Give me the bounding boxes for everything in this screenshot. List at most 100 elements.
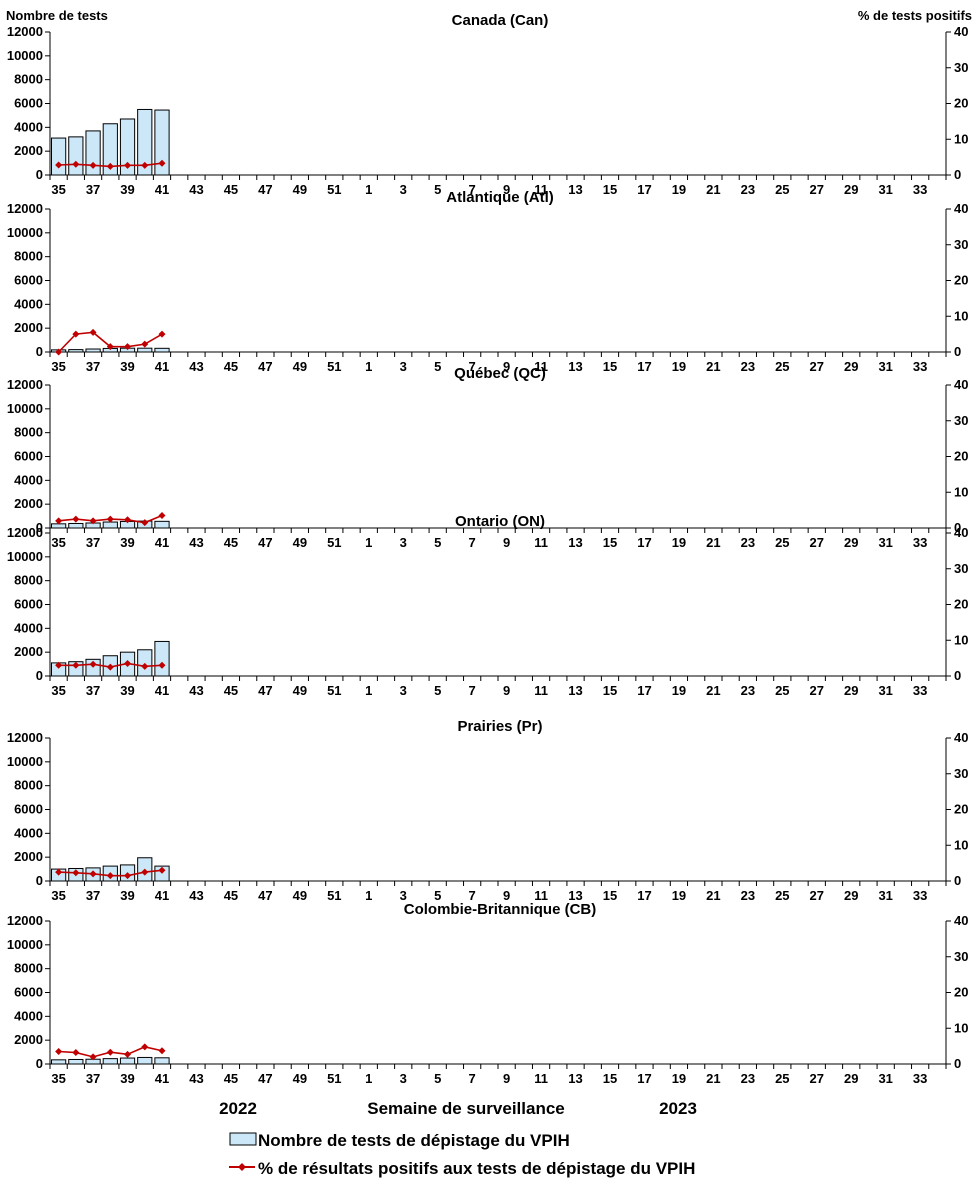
x-tick-label: 1: [365, 683, 372, 698]
x-tick-label: 41: [155, 182, 169, 197]
panel-5: Colombie-Britannique (CB) 0 2000 4000 6000 80…: [7, 901, 969, 1086]
point-week-36: [72, 330, 80, 338]
panel-title: Ontario (ON): [455, 513, 545, 530]
bar-week-40: [137, 347, 153, 353]
left-tick-label: 4000: [14, 472, 43, 487]
x-tick-label: 21: [706, 683, 720, 698]
x-tick-label: 9: [503, 535, 510, 550]
x-tick-label: 17: [637, 683, 651, 698]
x-tick-label: 49: [293, 888, 307, 903]
x-tick-label: 35: [51, 888, 65, 903]
x-tick-label: 17: [637, 535, 651, 550]
legend-bar-swatch: [229, 1132, 257, 1146]
right-tick-label: 40: [954, 913, 968, 928]
left-tick-label: 6000: [14, 273, 43, 288]
x-tick-label: 29: [844, 1071, 858, 1086]
x-tick-label: 23: [741, 359, 755, 374]
left-tick-label: 10000: [7, 401, 43, 416]
panel-0: Canada (Can) 0 2000 4000 6000 8000 10000 12000 0…: [7, 12, 969, 197]
x-tick-label: 39: [120, 359, 134, 374]
x-tick-label: 5: [434, 888, 441, 903]
x-tick-label: 19: [672, 182, 686, 197]
x-tick-label: 37: [86, 888, 100, 903]
x-tick-label: 1: [365, 359, 372, 374]
left-tick-label: 4000: [14, 1008, 43, 1023]
point-week-37: [89, 870, 97, 878]
x-tick-label: 43: [189, 1071, 203, 1086]
point-week-41: [158, 511, 166, 519]
x-tick-label: 19: [672, 1071, 686, 1086]
point-week-36: [72, 515, 80, 523]
point-week-36: [72, 661, 80, 669]
x-tick-label: 33: [913, 182, 927, 197]
right-tick-label: 20: [954, 273, 968, 288]
x-tick-label: 23: [741, 1071, 755, 1086]
x-tick-label: 51: [327, 888, 341, 903]
x-tick-label: 19: [672, 683, 686, 698]
x-tick-label: 3: [400, 359, 407, 374]
left-tick-label: 12000: [7, 730, 43, 745]
right-tick-label: 20: [954, 985, 968, 1000]
x-tick-label: 31: [878, 182, 892, 197]
x-tick-label: 19: [672, 535, 686, 550]
point-week-37: [89, 161, 97, 169]
left-tick-label: 12000: [7, 24, 43, 39]
x-tick-label: 13: [568, 1071, 582, 1086]
left-tick-label: 4000: [14, 119, 43, 134]
x-tick-label: 49: [293, 182, 307, 197]
left-tick-label: 10000: [7, 549, 43, 564]
x-tick-label: 25: [775, 1071, 789, 1086]
point-week-41: [158, 661, 166, 669]
panel-1: Atlantique (Atl)020004000600080001000012…: [7, 189, 969, 374]
right-tick-label: 40: [954, 201, 968, 216]
x-axis-title: Semaine de surveillance: [367, 1099, 565, 1118]
x-tick-label: 45: [224, 888, 238, 903]
x-tick-label: 45: [224, 182, 238, 197]
x-tick-label: 13: [568, 359, 582, 374]
left-tick-label: 10000: [7, 48, 43, 63]
x-tick-label: 35: [51, 1071, 65, 1086]
right-tick-label: 0: [954, 1056, 961, 1071]
x-tick-label: 29: [844, 683, 858, 698]
bar-week-36: [68, 522, 84, 529]
point-week-35: [55, 661, 63, 669]
x-tick-label: 11: [534, 1071, 548, 1086]
point-week-39: [124, 659, 132, 667]
x-tick-label: 35: [51, 535, 65, 550]
right-tick-label: 20: [954, 449, 968, 464]
x-tick-label: 19: [672, 888, 686, 903]
left-tick-label: 6000: [14, 449, 43, 464]
point-week-41: [158, 159, 166, 167]
x-tick-label: 7: [469, 535, 476, 550]
left-tick-label: 2000: [14, 644, 43, 659]
x-tick-label: 1: [365, 888, 372, 903]
left-tick-label: 12000: [7, 377, 43, 392]
x-tick-label: 13: [568, 888, 582, 903]
point-week-40: [141, 662, 149, 670]
x-tick-label: 31: [878, 683, 892, 698]
x-tick-label: 3: [400, 535, 407, 550]
x-tick-label: 39: [120, 535, 134, 550]
right-tick-label: 20: [954, 96, 968, 111]
left-tick-label: 10000: [7, 754, 43, 769]
panel-title: Prairies (Pr): [457, 718, 542, 735]
left-tick-label: 2000: [14, 849, 43, 864]
left-tick-label: 4000: [14, 620, 43, 635]
x-tick-label: 33: [913, 888, 927, 903]
x-tick-label: 51: [327, 683, 341, 698]
point-week-37: [89, 328, 97, 336]
left-tick-label: 12000: [7, 201, 43, 216]
left-tick-label: 2000: [14, 1032, 43, 1047]
left-tick-label: 4000: [14, 825, 43, 840]
left-tick-label: 4000: [14, 296, 43, 311]
panel-4: Prairies (Pr) 0 2000 4000 6000 8000 10000 12000…: [7, 718, 969, 903]
bar-week-38: [102, 521, 118, 529]
x-tick-label: 29: [844, 182, 858, 197]
x-tick-label: 43: [189, 359, 203, 374]
right-tick-label: 20: [954, 802, 968, 817]
right-tick-label: 30: [954, 766, 968, 781]
x-tick-label: 37: [86, 683, 100, 698]
point-week-36: [72, 1049, 80, 1057]
bar-week-39: [119, 1057, 136, 1065]
x-tick-label: 7: [469, 888, 476, 903]
